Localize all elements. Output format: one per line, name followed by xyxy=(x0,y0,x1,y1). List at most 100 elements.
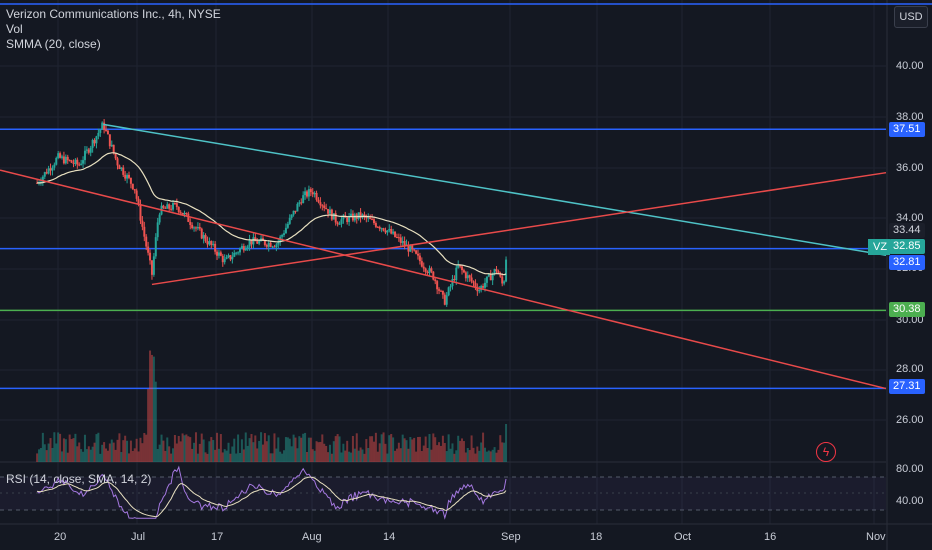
volume-bar xyxy=(185,434,188,462)
volume-bar xyxy=(361,449,364,462)
volume-bar xyxy=(127,453,130,462)
volume-bar xyxy=(135,438,138,462)
candle-body xyxy=(300,202,303,204)
volume-bar xyxy=(168,446,171,462)
candle-body xyxy=(173,203,176,205)
rsi-label[interactable]: RSI (14, close, SMA, 14, 2) xyxy=(6,472,152,486)
volume-bar xyxy=(342,443,345,462)
candle-body xyxy=(248,239,251,247)
volume-bar xyxy=(332,441,335,462)
volume-bar xyxy=(294,437,297,462)
volume-bar xyxy=(106,450,109,462)
candle-body xyxy=(411,245,414,250)
volume-label[interactable]: Vol xyxy=(6,22,23,36)
volume-bar xyxy=(145,434,148,462)
volume-bar xyxy=(173,434,176,462)
volume-bar xyxy=(177,435,180,462)
volume-bar xyxy=(334,436,337,462)
candle-body xyxy=(334,213,337,223)
volume-bar xyxy=(118,433,121,462)
candle-body xyxy=(374,223,377,227)
volume-bar xyxy=(319,441,322,462)
volume-bar xyxy=(103,442,106,462)
currency-button[interactable]: USD xyxy=(894,6,928,28)
volume-bar xyxy=(129,440,132,462)
volume-bar xyxy=(116,439,119,462)
volume-bar xyxy=(256,448,259,462)
volume-bar xyxy=(418,436,421,462)
candle-body xyxy=(309,189,312,193)
candle-body xyxy=(439,290,442,292)
volume-bar xyxy=(233,438,236,462)
candle-body xyxy=(302,195,305,204)
candle-body xyxy=(323,205,326,209)
candle-body xyxy=(41,176,44,182)
volume-bar xyxy=(70,439,73,462)
volume-bar xyxy=(505,424,508,462)
volume-bar xyxy=(189,437,192,462)
volume-bar xyxy=(49,438,52,462)
volume-bar xyxy=(376,451,379,462)
candle-body xyxy=(105,129,108,131)
volume-bar xyxy=(464,452,467,462)
candle-body xyxy=(162,205,165,208)
symbol-title[interactable]: Verizon Communications Inc., 4h, NYSE xyxy=(6,7,221,21)
candle-body xyxy=(177,207,180,213)
volume-bar xyxy=(493,447,496,462)
volume-bar xyxy=(217,448,220,462)
volume-bar xyxy=(353,448,356,462)
volume-bar xyxy=(227,442,230,462)
volume-bar xyxy=(76,446,79,462)
candle-body xyxy=(401,240,404,243)
volume-bar xyxy=(422,445,425,462)
volume-bar xyxy=(382,432,385,462)
volume-bar xyxy=(131,450,134,462)
candle-body xyxy=(417,253,420,256)
y-tick: 38.00 xyxy=(896,111,924,123)
candle-body xyxy=(336,222,339,225)
candle-body xyxy=(499,274,502,277)
candle-body xyxy=(468,275,471,278)
candle-body xyxy=(495,269,498,272)
y-tick: 26.00 xyxy=(896,414,924,426)
volume-bar xyxy=(321,434,324,462)
smma-label[interactable]: SMMA (20, close) xyxy=(6,37,101,51)
volume-bar xyxy=(359,447,362,462)
volume-bar xyxy=(357,450,360,462)
candle-body xyxy=(87,149,90,153)
volume-bar xyxy=(503,442,506,462)
trendline-support xyxy=(151,171,887,286)
x-tick: Nov xyxy=(866,531,886,543)
volume-bar xyxy=(283,450,286,462)
candle-body xyxy=(304,191,307,196)
candle-body xyxy=(139,204,142,221)
volume-bar xyxy=(344,450,347,462)
candle-body xyxy=(372,219,375,224)
volume-bar xyxy=(221,452,224,462)
volume-bar xyxy=(248,438,251,462)
volume-bar xyxy=(53,432,56,462)
candle-body xyxy=(158,214,161,223)
candle-body xyxy=(55,158,58,165)
x-tick: Jul xyxy=(131,531,146,543)
candle-body xyxy=(315,192,318,200)
volume-bar xyxy=(453,453,456,462)
smma-line xyxy=(37,152,507,276)
candle-body xyxy=(491,273,494,281)
volume-bar xyxy=(208,441,211,462)
candle-body xyxy=(57,153,60,159)
volume-bar xyxy=(405,440,408,462)
alert-icon[interactable]: ϟ xyxy=(816,442,836,462)
volume-bar xyxy=(300,437,303,462)
volume-bar xyxy=(449,448,452,462)
candle-body xyxy=(407,244,410,252)
volume-bar xyxy=(267,435,270,462)
volume-bar xyxy=(64,439,67,462)
candle-body xyxy=(97,132,100,137)
volume-bar xyxy=(501,442,504,462)
candle-body xyxy=(250,239,253,245)
volume-bar xyxy=(196,453,199,462)
volume-bar xyxy=(313,450,316,462)
candle-body xyxy=(487,273,490,277)
